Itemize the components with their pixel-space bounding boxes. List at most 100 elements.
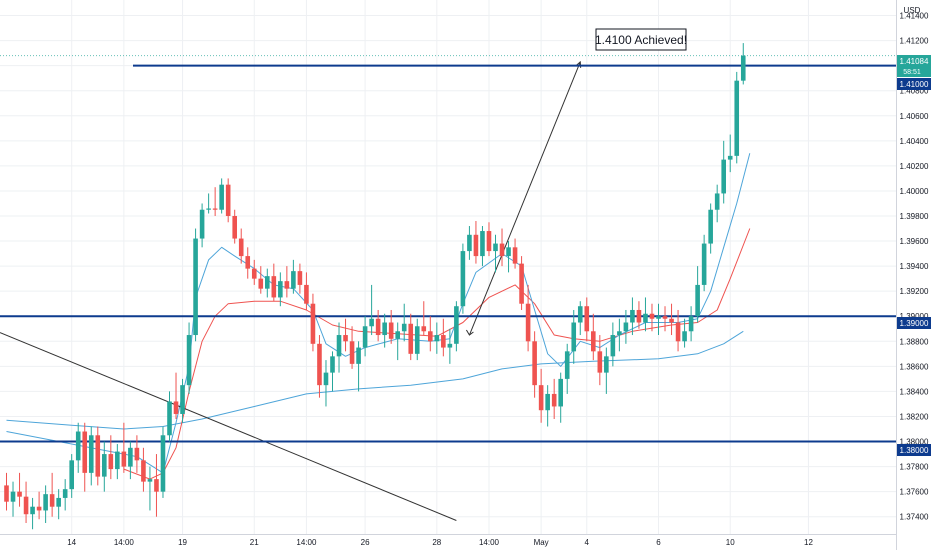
candle-down[interactable] — [36, 506, 42, 511]
candle-down[interactable] — [49, 494, 55, 507]
annotation-box[interactable] — [595, 28, 687, 51]
candle-down[interactable] — [304, 284, 309, 304]
candle-up[interactable] — [88, 435, 94, 473]
candle-down[interactable] — [636, 309, 642, 323]
candle-down[interactable] — [271, 276, 277, 298]
candle-up[interactable] — [395, 331, 400, 339]
candle-up[interactable] — [506, 247, 511, 257]
candle-down[interactable] — [499, 243, 505, 257]
candle-down[interactable] — [121, 451, 127, 467]
candle-up[interactable] — [75, 431, 81, 461]
candle-up[interactable] — [382, 322, 387, 336]
candle-up[interactable] — [265, 276, 270, 289]
candle-down[interactable] — [310, 303, 316, 344]
candle-down[interactable] — [519, 263, 524, 304]
candle-up[interactable] — [701, 243, 707, 285]
candle-down[interactable] — [258, 278, 264, 289]
candle-up[interactable] — [493, 243, 498, 252]
candles[interactable] — [4, 43, 746, 530]
candle-down[interactable] — [584, 306, 590, 332]
candle-down[interactable] — [134, 447, 140, 461]
candle-up[interactable] — [610, 335, 616, 357]
candle-down[interactable] — [232, 216, 237, 239]
candle-up[interactable] — [571, 322, 577, 352]
candle-up[interactable] — [558, 378, 563, 407]
candle-up[interactable] — [160, 435, 166, 492]
candle-down[interactable] — [238, 238, 244, 257]
candle-up[interactable] — [447, 343, 453, 348]
candle-down[interactable] — [525, 303, 531, 342]
candle-up[interactable] — [362, 326, 368, 348]
candle-up[interactable] — [617, 331, 622, 336]
candle-down[interactable] — [82, 431, 88, 473]
candle-down[interactable] — [388, 322, 394, 339]
candle-up[interactable] — [577, 306, 583, 323]
candle-down[interactable] — [375, 318, 381, 336]
candle-down[interactable] — [512, 247, 518, 264]
candle-down[interactable] — [245, 256, 251, 269]
candle-up[interactable] — [167, 401, 172, 436]
candle-down[interactable] — [108, 454, 114, 470]
candle-down[interactable] — [428, 331, 433, 342]
candle-down[interactable] — [349, 341, 355, 364]
candle-up[interactable] — [721, 159, 726, 194]
candle-up[interactable] — [740, 55, 746, 81]
candle-up[interactable] — [180, 385, 185, 414]
candle-up[interactable] — [30, 506, 35, 515]
candle-down[interactable] — [408, 323, 414, 354]
candle-up[interactable] — [10, 491, 16, 502]
candle-up[interactable] — [147, 479, 153, 482]
candle-up[interactable] — [69, 460, 74, 490]
candle-down[interactable] — [532, 341, 537, 386]
candle-up[interactable] — [128, 447, 133, 467]
candle-up[interactable] — [688, 316, 694, 332]
candle-down[interactable] — [421, 326, 427, 332]
candle-up[interactable] — [336, 335, 342, 357]
candle-up[interactable] — [734, 80, 740, 156]
candle-up[interactable] — [564, 351, 570, 379]
candle-up[interactable] — [695, 284, 700, 317]
candle-down[interactable] — [473, 234, 479, 257]
price-axis[interactable]: USD — [896, 0, 921, 550]
candle-down[interactable] — [343, 335, 348, 342]
candle-down[interactable] — [95, 435, 101, 477]
candle-down[interactable] — [662, 316, 668, 319]
candle-up[interactable] — [186, 335, 192, 386]
candle-up[interactable] — [714, 193, 720, 210]
candle-up[interactable] — [708, 209, 713, 244]
candle-up[interactable] — [43, 494, 48, 511]
candle-up[interactable] — [467, 234, 472, 252]
candle-up[interactable] — [623, 322, 629, 332]
candle-up[interactable] — [356, 347, 361, 364]
candle-up[interactable] — [480, 231, 485, 257]
candle-up[interactable] — [323, 372, 329, 386]
candle-down[interactable] — [597, 351, 603, 373]
candle-up[interactable] — [369, 318, 374, 327]
candle-down[interactable] — [4, 485, 9, 502]
candle-up[interactable] — [193, 238, 198, 336]
candle-down[interactable] — [225, 184, 231, 216]
candle-up[interactable] — [56, 497, 61, 507]
candle-up[interactable] — [630, 309, 635, 323]
candle-up[interactable] — [199, 209, 205, 239]
candle-up[interactable] — [206, 208, 211, 210]
candle-up[interactable] — [454, 306, 459, 344]
candle-down[interactable] — [551, 393, 557, 407]
candle-down[interactable] — [173, 401, 179, 414]
candle-down[interactable] — [154, 479, 159, 492]
candle-down[interactable] — [297, 271, 303, 285]
candle-up[interactable] — [330, 356, 335, 373]
candle-down[interactable] — [591, 331, 596, 352]
candle-down[interactable] — [486, 231, 492, 252]
candle-up[interactable] — [62, 489, 68, 498]
candle-up[interactable] — [643, 313, 648, 323]
candle-down[interactable] — [675, 322, 681, 342]
diagonal-trendline[interactable] — [0, 332, 457, 521]
candle-down[interactable] — [212, 208, 218, 210]
candle-down[interactable] — [284, 281, 290, 289]
candle-up[interactable] — [414, 326, 420, 354]
candle-down[interactable] — [441, 335, 446, 348]
candle-up[interactable] — [434, 335, 440, 342]
candle-up[interactable] — [291, 271, 296, 289]
